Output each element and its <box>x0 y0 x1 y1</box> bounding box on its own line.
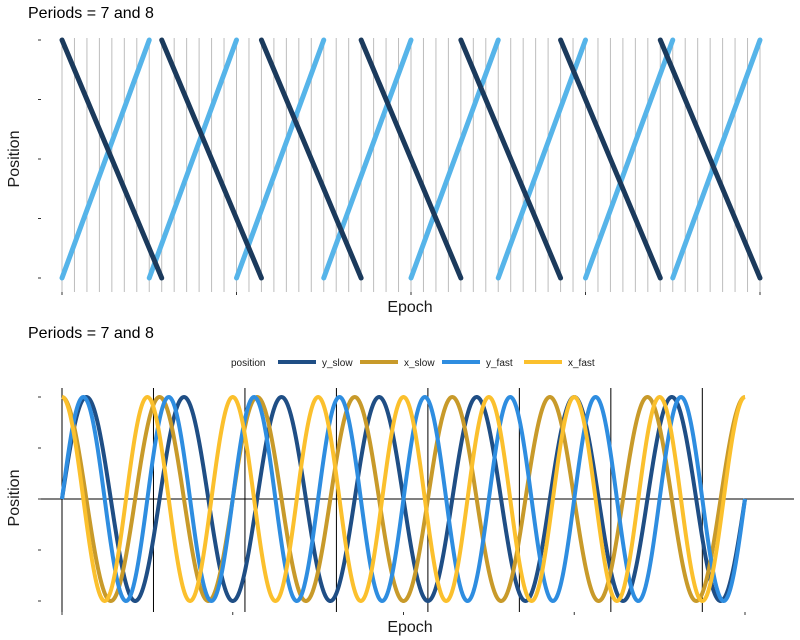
fast-sawtooth-segment <box>146 37 239 281</box>
top-series <box>59 37 763 281</box>
top-chart: Periods = 7 and 8 Epoch Position <box>6 5 763 316</box>
bottom-y-axis-label: Position <box>6 470 23 527</box>
legend-entry-y-slow: y_slow <box>322 358 353 369</box>
fast-sawtooth-segment <box>495 37 588 281</box>
legend-entry-x-fast: x_fast <box>568 358 595 369</box>
top-x-ticks <box>61 292 761 295</box>
fast-sawtooth-segment <box>321 37 414 281</box>
top-x-axis-label: Epoch <box>387 299 432 316</box>
slow-sawtooth-segment <box>258 37 364 281</box>
series-line-x-fast <box>60 395 747 603</box>
slow-sawtooth-segment <box>358 37 464 281</box>
fast-sawtooth-segment <box>59 37 152 281</box>
fast-sawtooth-segment <box>408 37 501 281</box>
series-line-y-fast <box>60 395 747 603</box>
slow-sawtooth-segment <box>159 37 264 281</box>
legend-title: position <box>231 358 265 369</box>
slow-sawtooth-segment <box>558 37 663 281</box>
slow-sawtooth-segment <box>657 37 763 281</box>
slow-sawtooth-segment <box>59 37 165 281</box>
top-y-ticks <box>38 39 41 279</box>
legend: position y_slow x_slow y_fast x_fast <box>231 358 595 369</box>
series-line-x-slow <box>60 395 747 603</box>
top-y-axis-label: Position <box>6 131 23 188</box>
legend-entry-y-fast: y_fast <box>486 358 513 369</box>
fast-sawtooth-segment <box>583 37 676 281</box>
bottom-x-ticks <box>61 612 746 615</box>
bottom-series <box>60 395 747 603</box>
top-chart-title: Periods = 7 and 8 <box>28 5 154 22</box>
bottom-x-axis-label: Epoch <box>387 619 432 636</box>
bottom-chart-title: Periods = 7 and 8 <box>28 325 154 342</box>
slow-sawtooth-segment <box>458 37 564 281</box>
bottom-y-ticks <box>38 396 41 602</box>
fast-sawtooth-segment <box>670 37 763 281</box>
fast-sawtooth-segment <box>234 37 327 281</box>
legend-entry-x-slow: x_slow <box>404 358 435 369</box>
bottom-chart: Periods = 7 and 8 position y_slow x_slow… <box>6 325 794 636</box>
